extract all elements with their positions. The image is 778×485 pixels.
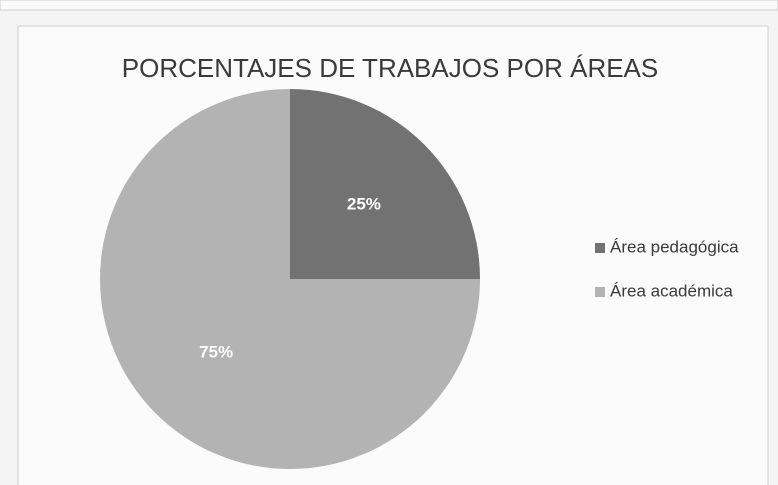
pie-slice xyxy=(290,89,480,279)
legend-swatch xyxy=(595,243,605,253)
pie-slice xyxy=(100,89,480,469)
legend-label: Área pedagógica xyxy=(610,237,739,256)
top-frame xyxy=(0,0,778,11)
legend-swatch xyxy=(595,287,605,297)
chart-title: PORCENTAJES DE TRABAJOS POR ÁREAS xyxy=(122,53,659,83)
data-label: 75% xyxy=(199,342,233,361)
data-label: 25% xyxy=(347,195,381,214)
legend-label: Área académica xyxy=(610,281,733,300)
